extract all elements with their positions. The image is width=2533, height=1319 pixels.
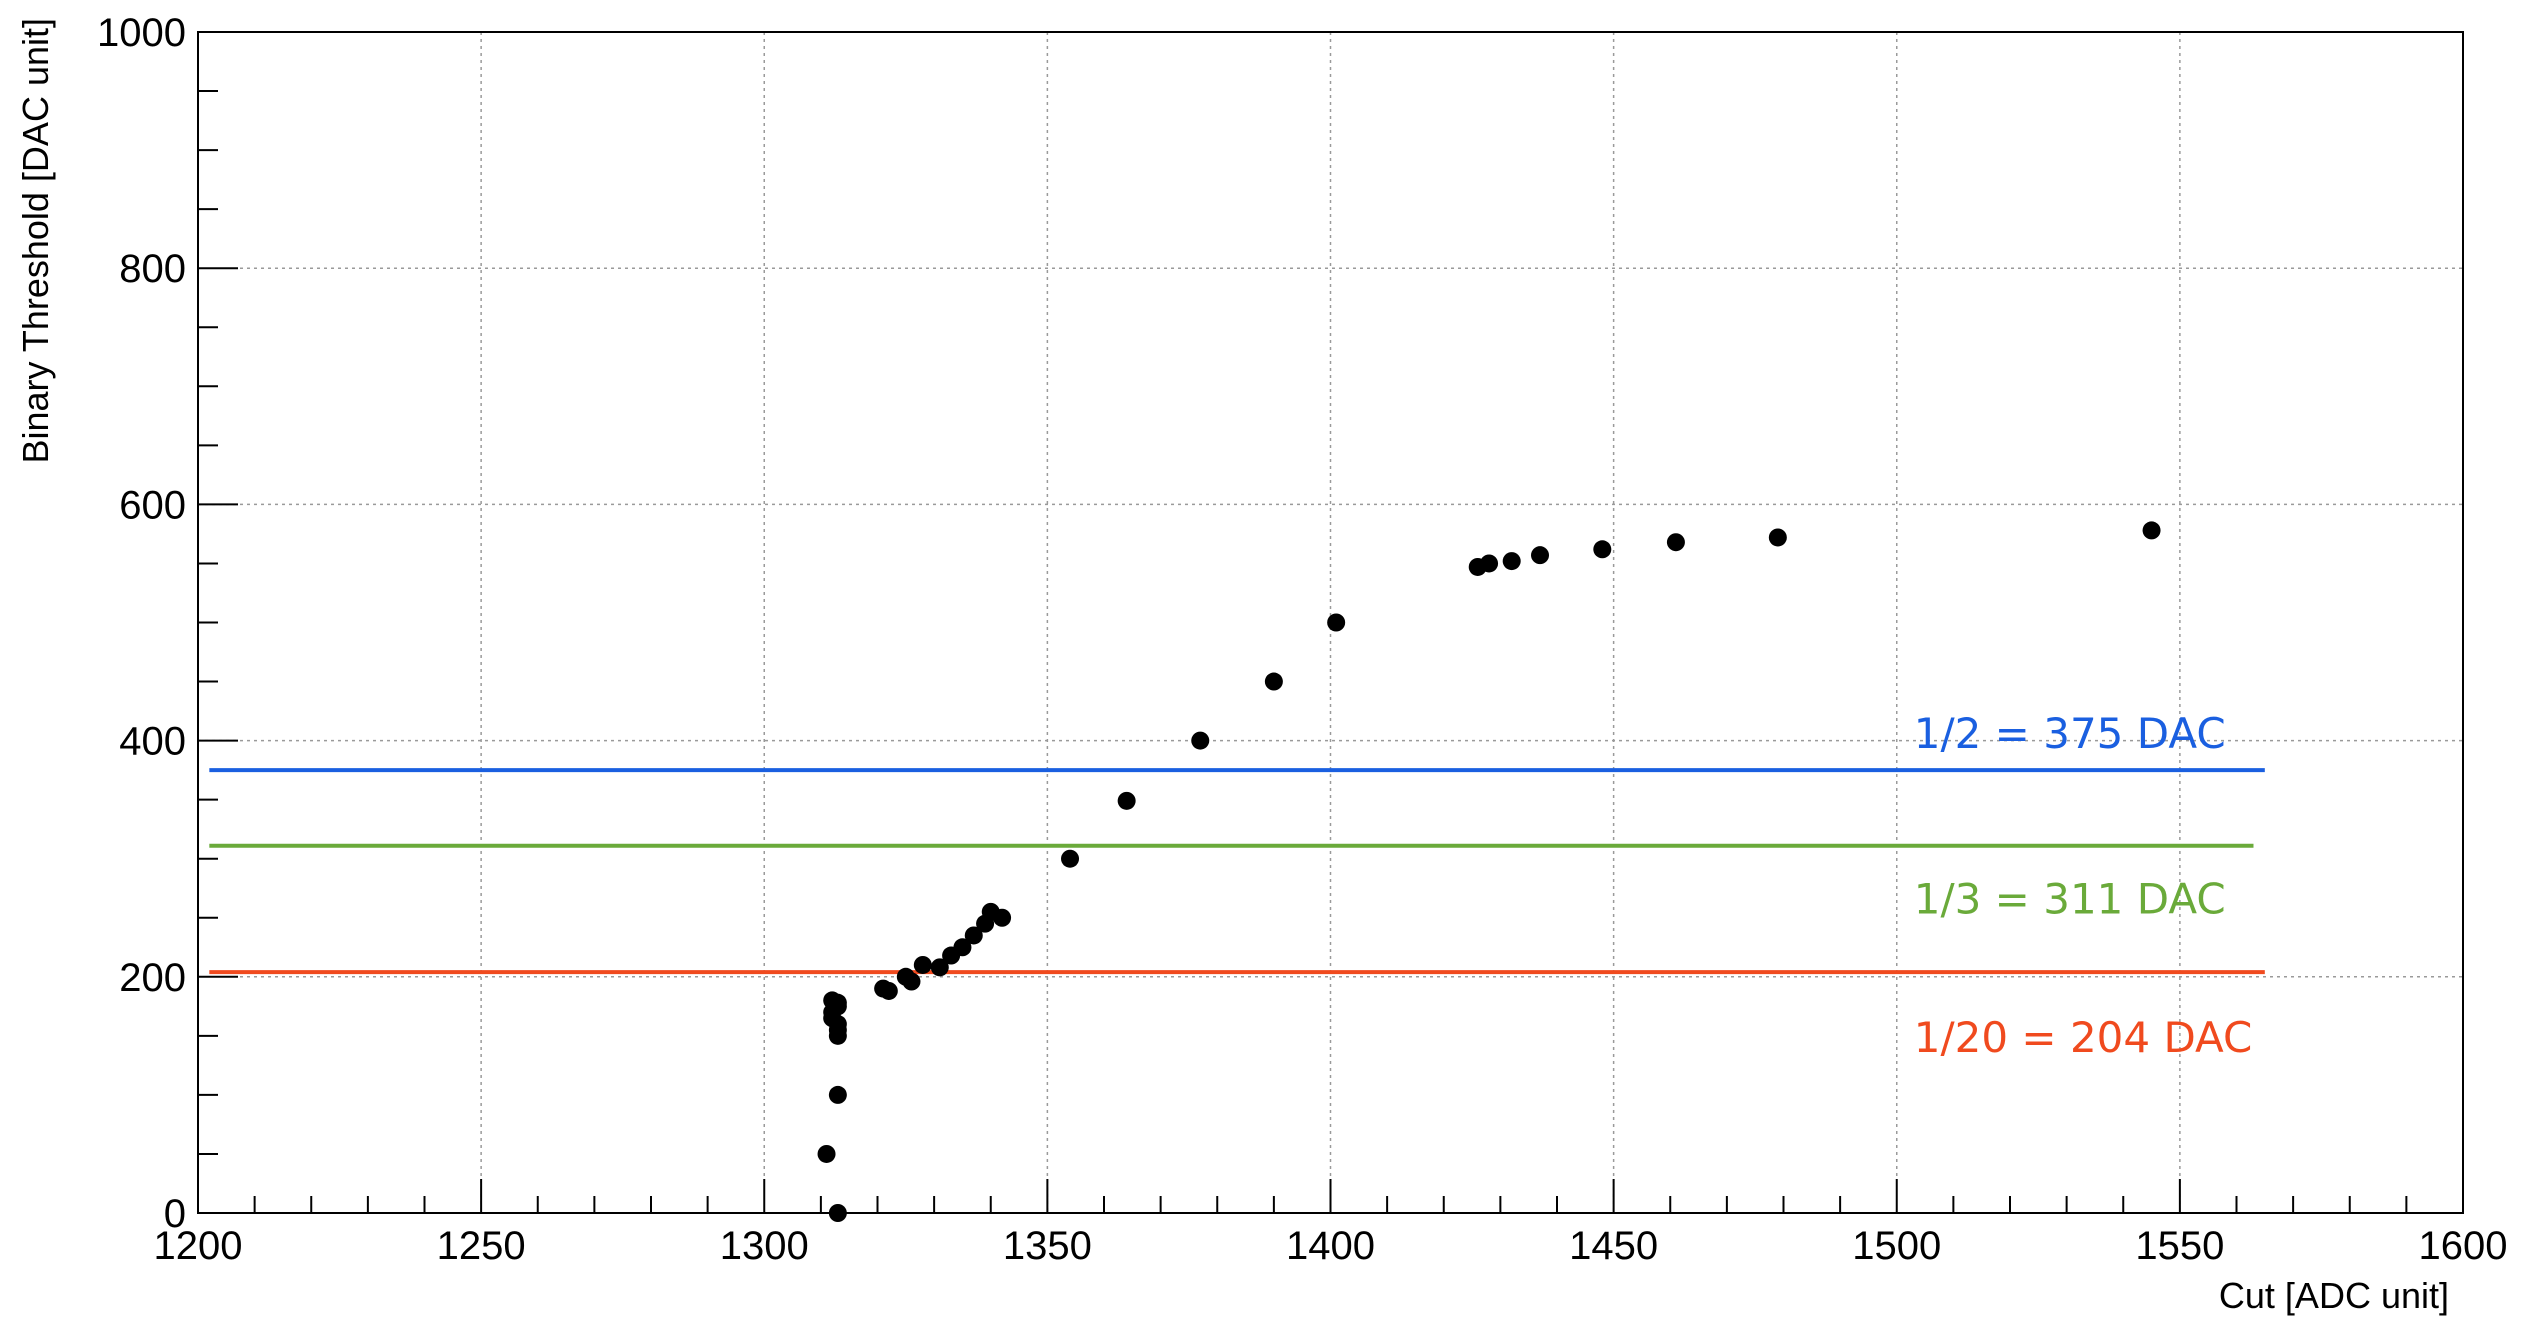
data-point <box>1327 613 1346 632</box>
x-tick-label: 1550 <box>2135 1224 2224 1268</box>
data-point <box>879 981 898 1000</box>
x-tick-label: 1450 <box>1569 1224 1658 1268</box>
x-tick-label: 1400 <box>1286 1224 1375 1268</box>
reference-line-label: 1/2 = 375 DAC <box>1914 709 2226 758</box>
data-point <box>1531 546 1550 565</box>
data-point <box>1264 672 1283 691</box>
x-tick-label: 1200 <box>154 1224 243 1268</box>
data-point <box>993 908 1012 927</box>
data-point <box>953 938 972 957</box>
data-points <box>817 521 2161 1222</box>
data-point <box>1117 791 1136 810</box>
reference-lines: 1/2 = 375 DAC 1/3 = 311 DAC 1/20 = 204 DAC <box>209 709 2265 1062</box>
y-axis-title: Binary Threshold [DAC unit] <box>15 18 56 464</box>
data-point <box>1666 533 1685 552</box>
data-point <box>1191 731 1210 750</box>
data-point <box>828 993 847 1012</box>
reference-line-label: 1/3 = 311 DAC <box>1914 875 2226 924</box>
data-point <box>902 972 921 991</box>
x-tick-label: 1500 <box>1852 1224 1941 1268</box>
y-tick-label: 1000 <box>97 11 186 55</box>
data-point <box>913 955 932 974</box>
data-point <box>828 1204 847 1222</box>
data-point <box>828 1085 847 1104</box>
y-tick-label: 0 <box>164 1192 186 1236</box>
axis-ticks <box>197 31 2464 1214</box>
reference-line-label: 1/20 = 204 DAC <box>1914 1013 2253 1062</box>
data-point <box>1593 540 1612 559</box>
x-tick-label: 1350 <box>1003 1224 1092 1268</box>
x-axis-title: Cut [ADC unit] <box>2219 1275 2449 1316</box>
data-point <box>930 958 949 977</box>
data-point <box>2142 521 2161 540</box>
data-point <box>1061 849 1080 868</box>
y-tick-label: 200 <box>119 956 186 1000</box>
y-tick-label: 800 <box>119 247 186 291</box>
x-tick-label: 1600 <box>2419 1224 2508 1268</box>
x-tick-label: 1250 <box>437 1224 526 1268</box>
data-point <box>964 926 983 945</box>
y-tick-label: 400 <box>119 720 186 764</box>
x-tick-label: 1300 <box>720 1224 809 1268</box>
y-tick-label: 600 <box>119 483 186 527</box>
data-point <box>1502 552 1521 571</box>
tick-labels: 1200 1250 1300 1350 1400 1450 1500 1550 1600 0 200… <box>97 11 2507 1268</box>
data-point <box>1480 554 1499 573</box>
data-point <box>817 1144 836 1163</box>
data-point <box>1768 528 1787 547</box>
